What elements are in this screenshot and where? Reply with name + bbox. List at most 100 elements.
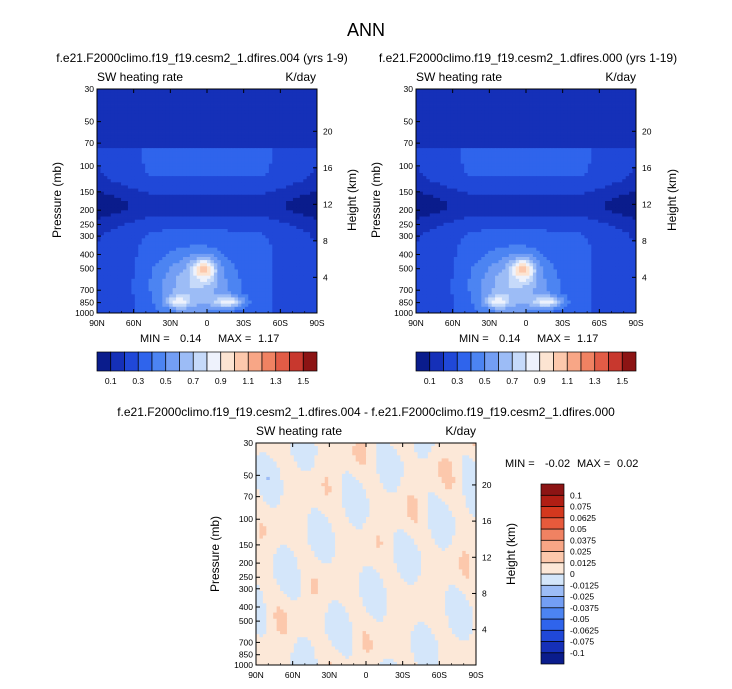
- heatmap-cells: [97, 89, 317, 313]
- heatmap-cell: [172, 138, 177, 143]
- heatmap-cell: [193, 266, 198, 270]
- heatmap-cell: [241, 222, 246, 227]
- heatmap-cell: [268, 260, 273, 264]
- heatmap-cell: [210, 151, 215, 155]
- heatmap-cell: [169, 138, 174, 143]
- heatmap-cell: [262, 145, 266, 149]
- heatmap-cell: [203, 197, 208, 202]
- heatmap-cell: [224, 173, 229, 177]
- heatmap-cell: [176, 263, 180, 267]
- heatmap-cell: [145, 135, 149, 140]
- heatmap-cell: [296, 260, 301, 264]
- heatmap-cell: [124, 232, 129, 236]
- heatmap-cell: [227, 166, 232, 171]
- heatmap-cell: [189, 176, 194, 180]
- heatmap-cell: [141, 166, 146, 171]
- heatmap-cell: [148, 257, 153, 261]
- heatmap-cell: [138, 163, 143, 168]
- heatmap-cell: [186, 232, 191, 236]
- heatmap-cell: [227, 169, 232, 174]
- heatmap-cell: [306, 269, 311, 273]
- heatmap-cell: [172, 303, 177, 308]
- heatmap-cell: [141, 272, 146, 277]
- heatmap-cell: [179, 229, 184, 233]
- heatmap-cell: [251, 141, 256, 146]
- heatmap-cell: [303, 207, 308, 211]
- heatmap-cell: [289, 210, 294, 214]
- heatmap-cell: [103, 260, 108, 264]
- heatmap-cell: [124, 179, 129, 183]
- heatmap-cell: [196, 101, 201, 105]
- heatmap-cell: [255, 225, 259, 230]
- heatmap-cell: [268, 244, 273, 249]
- heatmap-cell: [296, 263, 301, 267]
- heatmap-cell: [182, 288, 187, 292]
- heatmap-cell: [114, 110, 119, 115]
- heatmap-cell: [279, 197, 284, 202]
- heatmap-cell: [227, 188, 232, 193]
- heatmap-cell: [251, 166, 256, 171]
- heatmap-cell: [169, 98, 174, 102]
- heatmap-cell: [158, 201, 163, 205]
- heatmap-cell: [141, 151, 146, 155]
- heatmap-cell: [182, 101, 187, 105]
- heatmap-cell: [107, 232, 112, 236]
- heatmap-cell: [241, 253, 246, 258]
- heatmap-cell: [491, 89, 496, 93]
- heatmap-cell: [501, 89, 506, 93]
- heatmap-cell: [286, 197, 290, 202]
- heatmap-cell: [286, 89, 290, 93]
- heatmap-cell: [296, 269, 301, 273]
- heatmap-cell: [265, 138, 270, 143]
- heatmap-cell: [203, 266, 208, 270]
- heatmap-cell: [560, 98, 565, 102]
- heatmap-cell: [131, 238, 136, 242]
- heatmap-cell: [491, 95, 496, 99]
- heatmap-cell: [155, 89, 160, 93]
- heatmap-cell: [220, 257, 225, 261]
- heatmap-cell: [258, 297, 263, 301]
- heatmap-cell: [169, 89, 174, 93]
- heatmap-cell: [244, 303, 249, 308]
- heatmap-cell: [289, 300, 294, 305]
- heatmap-cell: [200, 266, 204, 270]
- heatmap-cell: [127, 229, 132, 233]
- heatmap-cell: [268, 253, 273, 258]
- heatmap-cell: [289, 201, 294, 205]
- heatmap-cell: [186, 148, 191, 152]
- heatmap-cell: [303, 179, 308, 183]
- heatmap-cell: [220, 216, 225, 221]
- heatmap-cell: [186, 247, 191, 252]
- heatmap-cell: [121, 98, 125, 102]
- heatmap-cell: [169, 179, 174, 183]
- heatmap-cell: [248, 191, 253, 196]
- heatmap-cell: [313, 123, 317, 127]
- heatmap-cell: [131, 160, 136, 165]
- heatmap-cell: [141, 154, 146, 158]
- heatmap-cell: [248, 185, 253, 189]
- heatmap-cell: [176, 169, 180, 174]
- heatmap-cell: [484, 92, 489, 96]
- heatmap-cell: [234, 104, 239, 109]
- heatmap-cell: [262, 110, 266, 115]
- heatmap-cell: [196, 257, 201, 261]
- heatmap-cell: [117, 297, 122, 301]
- heatmap-cell: [248, 213, 253, 217]
- heatmap-cell: [210, 213, 215, 217]
- heatmap-cell: [262, 129, 266, 133]
- heatmap-cell: [100, 191, 105, 196]
- heatmap-cell: [310, 266, 314, 270]
- heatmap-cell: [539, 95, 544, 99]
- heatmap-cell: [134, 232, 139, 236]
- heatmap-cell: [179, 191, 184, 196]
- heatmap-cell: [241, 306, 246, 311]
- heatmap-cell: [255, 92, 259, 96]
- heatmap-cell: [189, 163, 194, 168]
- heatmap-cell: [182, 232, 187, 236]
- heatmap-cell: [100, 225, 105, 230]
- heatmap-cell: [182, 257, 187, 261]
- heatmap-cell: [169, 257, 174, 261]
- heatmap-cell: [117, 101, 122, 105]
- heatmap-cell: [127, 160, 132, 165]
- heatmap-cell: [450, 92, 455, 96]
